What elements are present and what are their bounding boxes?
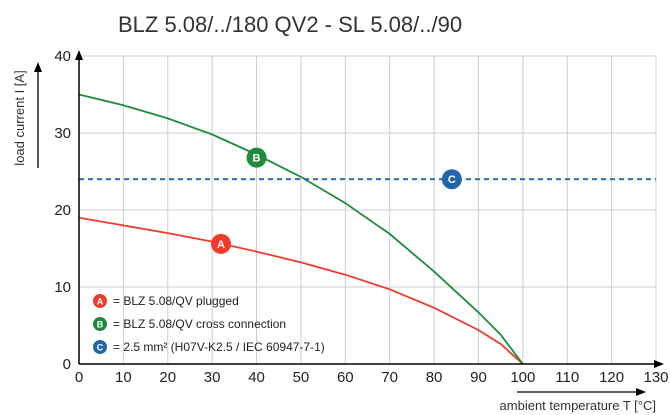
x-label-arrow-head: [636, 388, 646, 396]
legend-badge-b: [93, 317, 107, 331]
x-tick-label: 20: [159, 369, 176, 386]
tick-labels: 0 10 20 30 40 50 60 70 80 90 100 110 120 130 0 10 20 30 40: [54, 48, 668, 386]
legend-badge-letter: B: [97, 320, 104, 330]
y-axis-label: load current I [A]: [12, 70, 27, 165]
legend-badge-letter: A: [97, 297, 104, 307]
chart-title: BLZ 5.08/../180 QV2 - SL 5.08/../90: [118, 12, 462, 37]
legend-entry-label: = 2.5 mm² (H07V-K2.5 / IEC 60947-7-1): [113, 340, 325, 354]
x-tick-label: 0: [75, 369, 83, 386]
legend-entry-label: = BLZ 5.08/QV cross connection: [113, 317, 286, 331]
series-line-b: [78, 93, 524, 365]
y-tick-label: 10: [54, 279, 71, 296]
x-tick-label: 60: [337, 369, 354, 386]
y-axis-arrow: [75, 50, 83, 60]
legend-entry-label: = BLZ 5.08/QV plugged: [113, 294, 239, 308]
x-tick-label: 70: [381, 369, 398, 386]
x-tick-label: 100: [510, 369, 535, 386]
y-label-arrow-head: [34, 62, 42, 72]
x-tick-label: 120: [599, 369, 624, 386]
x-axis-arrow: [654, 360, 664, 368]
y-tick-label: 20: [54, 202, 71, 219]
series-marker-a: [211, 233, 232, 254]
x-tick-label: 30: [204, 369, 221, 386]
x-tick-label: 10: [115, 369, 132, 386]
series-line-a: [78, 216, 524, 365]
series-layer: [78, 93, 656, 365]
x-tick-label: 130: [643, 369, 668, 386]
series-marker-letter: A: [217, 239, 225, 251]
series-marker-b: [246, 147, 267, 168]
x-tick-label: 90: [470, 369, 487, 386]
x-tick-label: 80: [426, 369, 443, 386]
x-tick-label: 50: [293, 369, 310, 386]
axes: [34, 50, 664, 396]
x-tick-label: 40: [248, 369, 265, 386]
y-tick-label: 40: [54, 48, 71, 65]
x-axis-label: ambient temperature T [°C]: [500, 398, 656, 413]
legend-badge-c: [93, 340, 107, 354]
series-marker-c: [441, 169, 462, 190]
grid: [78, 55, 657, 365]
y-tick-label: 30: [54, 125, 71, 142]
series-marker-letter: C: [448, 174, 456, 186]
series-markers: A B C: [211, 147, 462, 254]
legend-badge-a: [93, 294, 107, 308]
legend-badge-letter: C: [97, 343, 104, 353]
x-tick-label: 110: [555, 369, 579, 386]
y-tick-label: 0: [63, 356, 71, 373]
legend: A = BLZ 5.08/QV plugged B = BLZ 5.08/QV cro…: [93, 294, 325, 354]
series-marker-letter: B: [253, 153, 261, 165]
